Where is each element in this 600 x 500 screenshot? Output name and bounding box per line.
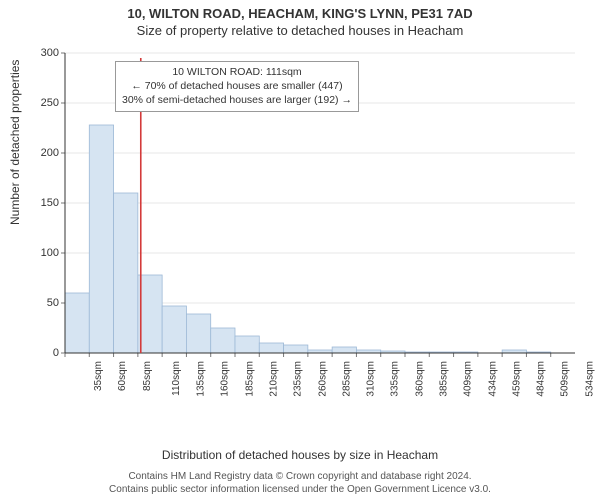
x-tick-label: 260sqm [317, 361, 328, 397]
y-tick-label: 200 [29, 147, 59, 159]
x-tick-label: 385sqm [439, 361, 450, 397]
y-tick-label: 150 [29, 197, 59, 209]
x-tick-label: 360sqm [414, 361, 425, 397]
footer-line-2: Contains public sector information licen… [0, 483, 600, 496]
x-tick-label: 335sqm [390, 361, 401, 397]
footer-line-1: Contains HM Land Registry data © Crown c… [0, 470, 600, 483]
chart-area: 050100150200250300 35sqm60sqm85sqm110sqm… [60, 48, 580, 406]
x-tick-label: 509sqm [560, 361, 571, 397]
y-tick-label: 250 [29, 97, 59, 109]
x-tick-label: 459sqm [511, 361, 522, 397]
x-tick-label: 235sqm [293, 361, 304, 397]
x-tick-label: 85sqm [142, 361, 153, 391]
x-tick-label: 185sqm [244, 361, 255, 397]
x-tick-label: 35sqm [93, 361, 104, 391]
x-tick-label: 434sqm [487, 361, 498, 397]
x-tick-label: 484sqm [536, 361, 547, 397]
x-axis-label: Distribution of detached houses by size … [0, 448, 600, 462]
chart-title-sub: Size of property relative to detached ho… [0, 21, 600, 38]
y-axis-label: Number of detached properties [8, 60, 22, 225]
callout-line-2: ← 70% of detached houses are smaller (44… [122, 79, 352, 93]
x-tick-label: 210sqm [269, 361, 280, 397]
x-tick-label: 409sqm [463, 361, 474, 397]
x-tick-label: 60sqm [117, 361, 128, 391]
property-callout: 10 WILTON ROAD: 111sqm ← 70% of detached… [115, 61, 359, 112]
x-tick-label: 160sqm [220, 361, 231, 397]
y-tick-label: 100 [29, 247, 59, 259]
y-tick-label: 300 [29, 47, 59, 59]
y-tick-label: 0 [29, 347, 59, 359]
y-tick-label: 50 [29, 297, 59, 309]
x-tick-label: 285sqm [341, 361, 352, 397]
chart-title-main: 10, WILTON ROAD, HEACHAM, KING'S LYNN, P… [0, 0, 600, 21]
chart-container: 10, WILTON ROAD, HEACHAM, KING'S LYNN, P… [0, 0, 600, 500]
x-tick-label: 534sqm [584, 361, 595, 397]
chart-footer: Contains HM Land Registry data © Crown c… [0, 470, 600, 496]
x-tick-label: 310sqm [366, 361, 377, 397]
x-tick-label: 135sqm [196, 361, 207, 397]
x-tick-label: 110sqm [171, 361, 182, 396]
callout-line-3: 30% of semi-detached houses are larger (… [122, 93, 352, 107]
callout-line-1: 10 WILTON ROAD: 111sqm [122, 65, 352, 79]
